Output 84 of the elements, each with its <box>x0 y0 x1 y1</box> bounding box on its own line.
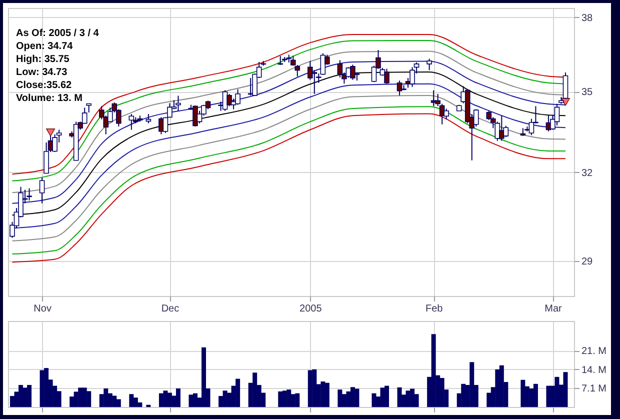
bar <box>372 393 376 407</box>
annotation: Volume: 13. M <box>16 93 82 104</box>
candlestick <box>26 188 32 201</box>
bar <box>546 386 551 407</box>
x-tick-label: Feb <box>425 304 444 314</box>
candlestick <box>554 103 560 126</box>
bar <box>312 369 317 407</box>
y-tick-label: 14. M <box>582 364 607 376</box>
bar <box>397 387 402 407</box>
bar <box>82 388 87 407</box>
candlestick <box>430 90 436 107</box>
candlestick <box>176 95 181 112</box>
candlestick <box>350 64 356 80</box>
candlestick <box>312 70 318 94</box>
annotation: Close:35.62 <box>16 80 72 91</box>
bar <box>222 390 228 407</box>
bar <box>380 388 385 407</box>
candlestick <box>128 114 134 130</box>
candlestick <box>410 66 415 88</box>
bar <box>295 393 300 407</box>
y-tick-label: 7.1 M <box>582 383 607 394</box>
bar <box>470 362 474 407</box>
bar <box>533 384 538 407</box>
candlestick <box>426 58 432 71</box>
bar <box>202 347 206 407</box>
bar <box>278 391 283 407</box>
y-tick-label: 35 <box>582 87 594 98</box>
bar <box>410 388 415 407</box>
bar <box>116 399 121 407</box>
y-tick-label: 21. M <box>582 346 607 358</box>
bar <box>431 334 436 407</box>
bar <box>74 392 78 407</box>
bar <box>286 390 292 407</box>
bar <box>461 384 466 407</box>
candlestick <box>235 88 240 106</box>
y-tick-label: 38 <box>582 12 594 24</box>
candlestick <box>52 134 58 153</box>
bar <box>10 396 15 407</box>
candlestick <box>294 64 300 78</box>
bar <box>495 369 500 407</box>
y-tick-label: 29 <box>582 256 594 268</box>
bar <box>104 388 108 407</box>
candlestick <box>396 80 402 96</box>
bar <box>188 394 194 407</box>
bar <box>324 382 330 407</box>
bar <box>554 376 560 407</box>
bar <box>563 372 568 407</box>
annotation: As Of: 2005 / 3 / 4 <box>16 28 100 39</box>
annotation: Low: 34.73 <box>16 67 68 78</box>
bar <box>350 387 355 407</box>
bar <box>133 398 138 407</box>
bar <box>129 394 134 407</box>
bar <box>22 388 28 407</box>
x-tick-label: Dec <box>161 304 180 314</box>
bar <box>44 368 49 407</box>
x-tick-label: Mar <box>544 304 562 314</box>
bar <box>18 384 24 407</box>
annotation: High: 35.75 <box>16 54 70 65</box>
candlestick <box>192 105 198 128</box>
bar <box>320 381 326 407</box>
bar <box>86 391 92 407</box>
bar <box>176 388 180 407</box>
candlestick <box>146 114 152 124</box>
bar <box>499 365 504 407</box>
bar <box>27 384 32 407</box>
x-tick-label: 2005 <box>300 304 322 314</box>
candlestick <box>39 177 45 204</box>
bar <box>338 390 342 407</box>
bar <box>354 388 360 407</box>
bar <box>163 390 168 407</box>
bar <box>252 372 258 407</box>
bar <box>236 378 240 407</box>
x-tick-label: Nov <box>34 304 52 314</box>
bar <box>78 388 83 407</box>
bar <box>520 380 526 407</box>
bar <box>529 388 534 407</box>
annotation: Open: 34.74 <box>16 41 74 52</box>
candlestick <box>384 68 390 84</box>
y-tick-label: 32 <box>582 168 594 179</box>
bar <box>112 396 117 407</box>
line-series <box>12 94 566 242</box>
candlestick <box>226 93 232 107</box>
bar <box>346 391 351 407</box>
bar <box>440 378 444 407</box>
